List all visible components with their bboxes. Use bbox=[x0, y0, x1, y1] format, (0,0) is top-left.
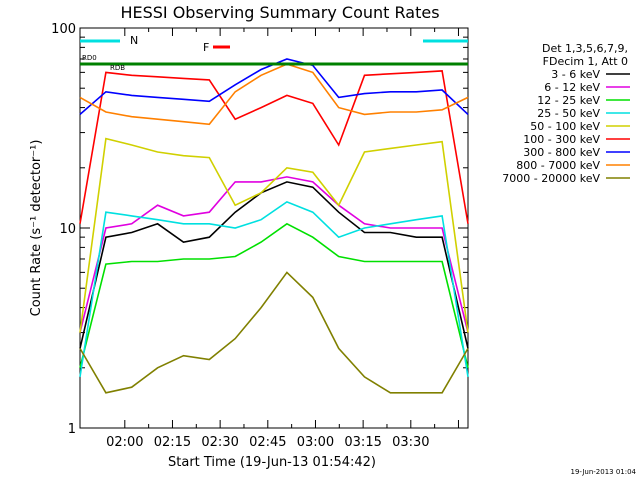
series-line-7 bbox=[79, 63, 469, 126]
series-layer bbox=[79, 58, 469, 394]
x-tick-label: 02:00 bbox=[106, 435, 143, 450]
legend: Det 1,3,5,6,7,9, FDecim 1, Att 0 3 - 6 k… bbox=[502, 42, 630, 185]
legend-label: 300 - 800 keV bbox=[523, 146, 600, 159]
chart-title: HESSI Observing Summary Count Rates bbox=[120, 3, 439, 22]
legend-label: 50 - 100 keV bbox=[530, 120, 600, 133]
legend-header-line-2: FDecim 1, Att 0 bbox=[543, 55, 628, 68]
y-tick-label: 1 bbox=[68, 422, 76, 437]
legend-label: 6 - 12 keV bbox=[544, 81, 600, 94]
y-axis-label: Count Rate (s⁻¹ detector⁻¹) bbox=[29, 140, 44, 317]
date-stamp: 19-Jun-2013 01:04 bbox=[571, 468, 637, 476]
legend-label: 100 - 300 keV bbox=[523, 133, 600, 146]
x-tick-label: 03:15 bbox=[344, 435, 381, 450]
x-axis-label: Start Time (19-Jun-13 01:54:42) bbox=[168, 455, 376, 470]
legend-label: 7000 - 20000 keV bbox=[502, 172, 600, 185]
series-line-3 bbox=[79, 200, 469, 378]
x-axis: 02:00 02:15 02:30 02:45 03:00 03:15 03:30 bbox=[106, 28, 459, 450]
x-tick-label: 02:30 bbox=[201, 435, 238, 450]
legend-label: 12 - 25 keV bbox=[537, 94, 600, 107]
x-tick-label: 02:45 bbox=[249, 435, 286, 450]
series-line-4 bbox=[79, 137, 469, 333]
flare-label: F bbox=[203, 41, 209, 54]
legend-label: 3 - 6 keV bbox=[551, 68, 600, 81]
x-tick-label: 03:30 bbox=[392, 435, 429, 450]
legend-label: 25 - 50 keV bbox=[537, 107, 600, 120]
series-line-8 bbox=[79, 271, 469, 394]
y-tick-label: 10 bbox=[59, 222, 76, 237]
legend-header-line-1: Det 1,3,5,6,7,9, bbox=[542, 42, 628, 55]
rd0-label: RD0 bbox=[82, 54, 97, 62]
series-line-2 bbox=[79, 222, 469, 368]
y-tick-label: 100 bbox=[51, 22, 76, 37]
x-tick-label: 02:15 bbox=[154, 435, 191, 450]
rdb-label: RDB bbox=[110, 64, 125, 72]
annotation-layer: N RD0 RDB F bbox=[80, 34, 468, 72]
legend-label: 800 - 7000 keV bbox=[516, 159, 600, 172]
y-axis: 1 10 100 bbox=[51, 22, 468, 437]
night-label: N bbox=[130, 34, 138, 47]
series-line-0 bbox=[79, 181, 469, 349]
x-tick-label: 03:00 bbox=[297, 435, 334, 450]
series-line-5 bbox=[79, 70, 469, 224]
